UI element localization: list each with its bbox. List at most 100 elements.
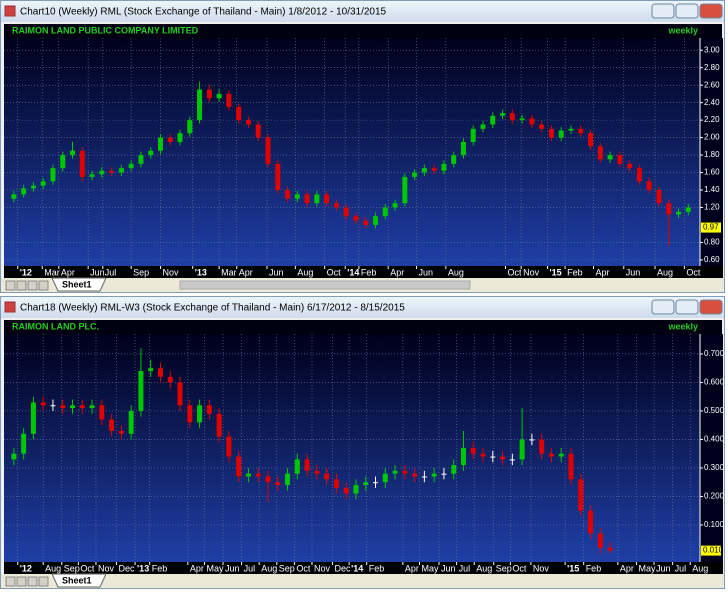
x-tick-label: Nov [314,563,331,573]
candle-body [216,93,222,99]
candle-body [324,194,330,204]
y-tick-label: 0.60 [704,255,720,264]
tab-nav-button[interactable] [27,576,38,587]
candle-body [666,203,672,215]
candle-body [451,155,457,164]
candle-body [382,207,388,217]
x-tick-label: Dec [118,563,135,573]
candle-body [109,419,115,431]
chart-title: RAIMON LAND PLC. [12,321,99,331]
tab-nav-button[interactable] [5,280,16,291]
maximize-button[interactable] [675,3,699,19]
candle-body [245,120,251,125]
candle-body [79,150,85,177]
x-tick-label: Jun [419,267,434,277]
candle-body [548,128,554,138]
x-tick-label: Apr [239,267,253,277]
candle-body [597,533,603,548]
candle-body [548,453,554,457]
candle-body [568,128,574,131]
candle-body [685,207,691,212]
candle-body [177,382,183,406]
candle-body [148,368,154,372]
candle-body [509,459,515,461]
title-bar [1,1,724,22]
candle-body [588,133,594,147]
minimize-button[interactable] [651,3,675,19]
y-tick-label: 2.60 [704,80,720,89]
y-tick-label: 1.80 [704,150,720,159]
candle-body [597,146,603,160]
tab-nav-button[interactable] [16,576,27,587]
x-tick-label: Oct [327,267,342,277]
x-tick-label: Jun [656,563,671,573]
y-tick-label: 0.400 [704,435,725,444]
window-title: Chart18 (Weekly) RML-W3 (Stock Exchange … [20,303,405,314]
y-tick-label: 2.00 [704,133,720,142]
candle-body [167,376,173,383]
x-tick-label: Apr [620,563,634,573]
candle-body [460,141,466,156]
candle-body [470,448,476,454]
candle-body [70,150,76,156]
tab-nav-button[interactable] [27,280,38,291]
period-label: weekly [667,25,698,35]
x-tick-label: Jul [459,563,471,573]
x-tick-label: May [638,563,656,573]
x-tick-label: Mar [44,267,60,277]
candle-body [656,190,662,204]
x-tick-label: Aug [657,267,673,277]
candle-body [460,448,466,466]
candle-body [157,137,163,151]
candle-body [197,89,203,121]
x-tick-label: '15 [567,563,579,573]
candle-body [636,168,642,182]
x-tick-label: Sep [496,563,512,573]
candle-body [617,155,623,164]
candle-body [333,479,339,488]
candle-body [627,163,633,169]
candle-body [558,130,564,138]
close-button[interactable] [699,3,723,19]
maximize-button[interactable] [675,299,699,315]
candle-body [363,482,369,486]
x-tick-label: Oct [296,563,311,573]
x-tick-label: Nov [162,267,179,277]
candle-body [363,220,369,225]
candle-body [187,405,193,423]
plot-area [4,38,700,266]
tab-nav-button[interactable] [16,280,27,291]
candle-body [607,155,613,160]
candle-body [451,465,457,474]
candle-body [441,473,447,475]
candle-body [138,155,144,164]
y-tick-label: 0.600 [704,378,725,387]
x-tick-label: '12 [20,267,32,277]
x-tick-label: Apr [390,267,404,277]
chart-title: RAIMON LAND PUBLIC COMPANY LIMITED [12,25,199,35]
close-button[interactable] [699,299,723,315]
y-axis-panel [700,334,723,562]
candle-body [646,181,652,190]
sheet-tab[interactable] [51,277,107,292]
tab-nav-button[interactable] [38,280,49,291]
candle-body [509,113,515,121]
x-tick-label: '13 [137,563,149,573]
x-axis-panel [4,266,723,278]
candle-body [40,181,46,186]
y-tick-label: 0.80 [704,238,720,247]
candle-body [480,124,486,129]
x-tick-label: '14 [347,267,359,277]
sheet-tab-label: Sheet1 [62,575,92,585]
x-tick-label: Feb [361,267,377,277]
sheet-tab[interactable] [51,573,107,588]
scrollbar-thumb[interactable] [179,280,471,290]
tab-nav-button[interactable] [38,576,49,587]
tab-nav-button[interactable] [5,576,16,587]
candle-body [333,203,339,208]
y-tick-label: 0.300 [704,463,725,472]
candle-body [197,405,203,423]
minimize-button[interactable] [651,299,675,315]
candle-body [314,194,320,204]
x-tick-label: Feb [152,563,168,573]
